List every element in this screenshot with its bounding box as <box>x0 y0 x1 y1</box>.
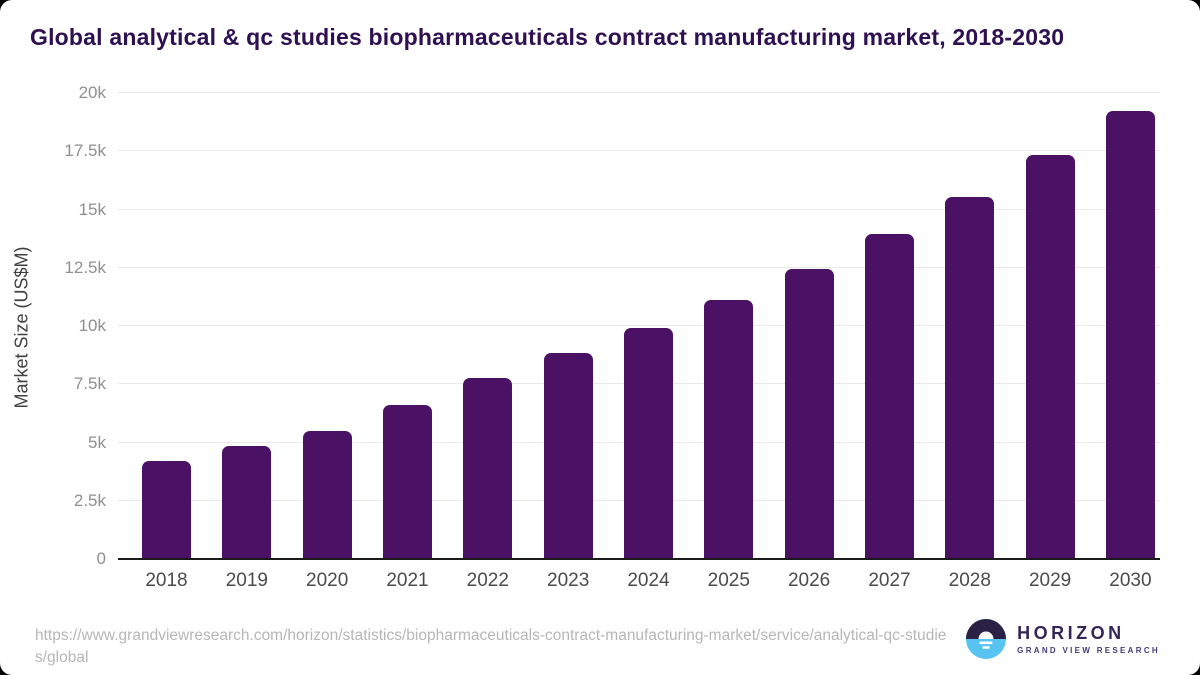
y-tick-label: 12.5k <box>64 257 106 277</box>
x-tick-label: 2029 <box>1028 570 1072 591</box>
y-tick-label: 15k <box>78 199 106 219</box>
y-tick-label: 2.5k <box>73 490 106 510</box>
bar-column: 2024 <box>623 327 673 591</box>
x-tick-label: 2030 <box>1109 570 1152 591</box>
y-tick-label: 0 <box>96 549 106 568</box>
x-tick-label: 2021 <box>386 570 429 591</box>
logo-name: HORIZON <box>1017 622 1125 643</box>
bar-column: 2022 <box>463 377 513 591</box>
bar-2026[interactable] <box>784 268 834 558</box>
x-tick-label: 2024 <box>627 570 670 591</box>
y-axis-tick-labels: 0 2.5k 5k 7.5k 10k 12.5k 15k 17.5k 20k <box>0 84 106 568</box>
bar-column: 2026 <box>784 268 834 591</box>
y-tick-label: 10k <box>78 316 106 335</box>
x-tick-label: 2023 <box>547 570 590 591</box>
x-tick-label: 2028 <box>948 570 991 591</box>
y-tick-label: 5k <box>88 432 106 452</box>
x-tick-label: 2019 <box>225 570 268 591</box>
x-tick-label: 2018 <box>145 570 188 591</box>
bar-2021[interactable] <box>382 405 432 558</box>
gridline <box>118 325 1160 326</box>
x-tick-label: 2026 <box>787 570 831 591</box>
bar-2020[interactable] <box>302 431 352 558</box>
bar-2022[interactable] <box>463 377 513 558</box>
page-title: Global analytical & qc studies biopharma… <box>30 24 1065 50</box>
bar-column: 2019 <box>222 446 272 591</box>
source-url: https://www.grandviewresearch.com/horizo… <box>35 627 947 666</box>
bar-column: 2021 <box>382 405 432 591</box>
bar-column: 2027 <box>864 233 914 591</box>
logo-subtitle: GRAND VIEW RESEARCH <box>1017 645 1160 655</box>
bar-2029[interactable] <box>1025 155 1075 558</box>
bar-column: 2018 <box>142 460 191 591</box>
bar-column: 2029 <box>1025 155 1075 591</box>
gridline <box>118 266 1160 268</box>
bar-column: 2020 <box>302 431 352 591</box>
y-tick-label: 17.5k <box>64 141 106 161</box>
bar-2024[interactable] <box>623 327 673 558</box>
horizon-logo: HORIZON GRAND VIEW RESEARCH <box>966 619 1160 659</box>
y-tick-label: 20k <box>78 83 106 102</box>
bar-column: 2023 <box>543 353 593 591</box>
gridline <box>118 150 1160 152</box>
bar-2023[interactable] <box>543 353 593 558</box>
x-tick-label: 2025 <box>707 570 750 591</box>
gridline <box>118 208 1160 210</box>
x-tick-label: 2022 <box>466 570 509 591</box>
plot-area: 2018 2019 2020 2021 2022 2023 2024 2025 2026 2027… <box>118 92 1160 591</box>
bar-column: 2025 <box>704 300 754 591</box>
bar-column: 2030 <box>1105 111 1155 591</box>
bar-2019[interactable] <box>222 446 272 558</box>
x-tick-label: 2027 <box>868 570 911 591</box>
y-tick-label: 7.5k <box>73 374 106 394</box>
bar-2018[interactable] <box>142 460 191 558</box>
bar-2027[interactable] <box>864 233 914 558</box>
x-tick-label: 2020 <box>306 570 349 591</box>
bar-2025[interactable] <box>704 300 754 558</box>
bar-2028[interactable] <box>945 196 995 558</box>
horizon-logo-icon <box>966 619 1007 659</box>
gridline <box>118 92 1160 93</box>
bar-2030[interactable] <box>1105 111 1155 558</box>
horizon-logo-text: HORIZON GRAND VIEW RESEARCH <box>1017 624 1160 655</box>
bar-column: 2028 <box>945 196 995 591</box>
bars-container: 2018 2019 2020 2021 2022 2023 2024 2025 2026 2027… <box>142 93 1155 591</box>
x-axis-line <box>118 558 1160 560</box>
